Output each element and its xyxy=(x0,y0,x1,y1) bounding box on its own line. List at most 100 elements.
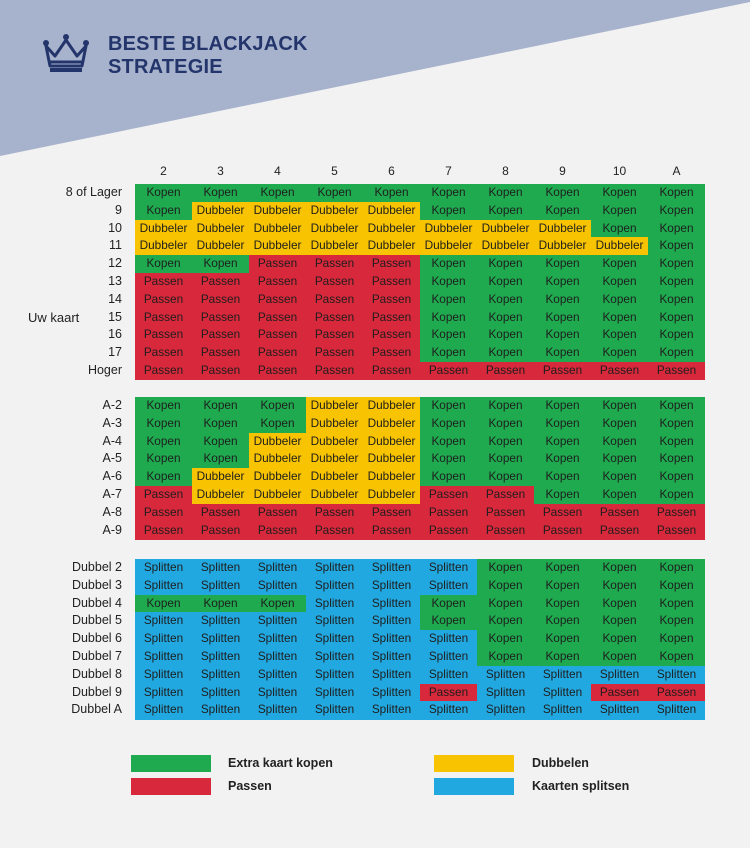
row-label: 11 xyxy=(109,238,122,253)
strategy-cell: Passen xyxy=(135,273,192,292)
strategy-cell: Kopen xyxy=(534,450,591,469)
row-label: Hoger xyxy=(87,363,122,377)
strategy-cell: Kopen xyxy=(192,184,249,203)
strategy-cell: Splitten xyxy=(591,701,648,720)
strategy-cell: Kopen xyxy=(648,255,705,274)
strategy-cell: Splitten xyxy=(363,648,420,667)
strategy-cell: Splitten xyxy=(249,701,306,720)
strategy-cell: Kopen xyxy=(477,273,534,292)
strategy-cell: Splitten xyxy=(135,683,192,702)
strategy-cell: Passen xyxy=(192,290,249,310)
column-header: 10 xyxy=(612,164,627,178)
column-header: 6 xyxy=(388,164,395,178)
strategy-cell: Splitten xyxy=(192,559,249,578)
strategy-cell: Kopen xyxy=(534,273,591,292)
strategy-cell: Splitten xyxy=(420,665,477,685)
strategy-cell: Splitten xyxy=(249,665,306,685)
strategy-cell: Splitten xyxy=(135,701,192,720)
strategy-cell: Splitten xyxy=(249,683,306,702)
row-label: A-5 xyxy=(102,451,122,466)
strategy-cell: Dubbeler xyxy=(363,486,420,505)
strategy-cell: Dubbeler xyxy=(192,486,249,505)
strategy-cell: Kopen xyxy=(477,432,534,451)
row-label: Dubbel 2 xyxy=(71,560,122,574)
strategy-cell: Passen xyxy=(534,503,591,523)
strategy-cell: Splitten xyxy=(135,576,192,596)
strategy-cell: Passen xyxy=(135,290,192,310)
strategy-cell: Dubbeler xyxy=(363,201,420,221)
strategy-cell: Kopen xyxy=(648,237,705,256)
strategy-cell: Kopen xyxy=(591,326,648,345)
strategy-cell: Splitten xyxy=(648,701,705,720)
strategy-cell: Splitten xyxy=(591,665,648,685)
strategy-cell: Kopen xyxy=(591,450,648,469)
strategy-cell: Dubbeler xyxy=(249,219,306,238)
strategy-cell: Kopen xyxy=(420,612,477,631)
strategy-cell: Kopen xyxy=(420,201,477,221)
strategy-cell: Dubbeler xyxy=(249,432,306,451)
strategy-cell: Passen xyxy=(192,308,249,327)
strategy-cell: Kopen xyxy=(192,414,249,434)
strategy-cell: Passen xyxy=(135,503,192,523)
strategy-cell: Dubbeler xyxy=(363,414,420,434)
strategy-cell: Dubbeler xyxy=(306,201,363,221)
strategy-cell: Splitten xyxy=(534,701,591,720)
strategy-cell: Dubbeler xyxy=(249,237,306,256)
strategy-cell: Passen xyxy=(249,290,306,310)
strategy-cell: Passen xyxy=(420,362,477,381)
strategy-cell: Dubbeler xyxy=(420,237,477,256)
strategy-cell: Passen xyxy=(363,290,420,310)
strategy-cell: Kopen xyxy=(534,594,591,613)
strategy-cell: Kopen xyxy=(477,612,534,631)
strategy-cell: Kopen xyxy=(648,344,705,363)
strategy-cell: Splitten xyxy=(306,594,363,613)
strategy-cell: Kopen xyxy=(534,290,591,310)
strategy-cell: Kopen xyxy=(591,576,648,596)
strategy-cell: Dubbeler xyxy=(363,219,420,238)
strategy-cell: Kopen xyxy=(591,219,648,238)
column-header: 5 xyxy=(331,164,338,178)
strategy-cell: Kopen xyxy=(591,184,648,203)
strategy-cell: Dubbeler xyxy=(363,237,420,256)
strategy-cell: Passen xyxy=(363,308,420,327)
strategy-cell: Splitten xyxy=(249,630,306,649)
strategy-cell: Dubbeler xyxy=(135,237,192,256)
strategy-cell: Kopen xyxy=(648,559,705,578)
strategy-cell: Kopen xyxy=(477,648,534,667)
strategy-cell: Splitten xyxy=(420,630,477,649)
row-label: Dubbel A xyxy=(71,702,122,717)
strategy-cell: Kopen xyxy=(420,344,477,363)
strategy-cell: Kopen xyxy=(648,630,705,649)
strategy-cell: Dubbeler xyxy=(420,219,477,238)
strategy-cell: Kopen xyxy=(591,559,648,578)
strategy-cell: Kopen xyxy=(477,344,534,363)
strategy-cell: Passen xyxy=(192,521,249,540)
strategy-cell: Dubbeler xyxy=(306,468,363,487)
strategy-cell: Splitten xyxy=(192,665,249,685)
strategy-cell: Passen xyxy=(534,521,591,540)
strategy-cell: Kopen xyxy=(534,648,591,667)
strategy-cell: Kopen xyxy=(477,594,534,613)
strategy-cell: Passen xyxy=(363,503,420,523)
strategy-cell: Passen xyxy=(648,362,705,381)
strategy-cell: Dubbeler xyxy=(306,432,363,451)
strategy-cell: Dubbeler xyxy=(534,219,591,238)
row-label: 14 xyxy=(108,291,122,306)
strategy-cell: Kopen xyxy=(591,255,648,274)
strategy-cell: Passen xyxy=(591,683,648,702)
strategy-cell: Kopen xyxy=(648,201,705,221)
strategy-cell: Passen xyxy=(591,503,648,523)
row-label: 17 xyxy=(108,345,122,360)
strategy-cell: Kopen xyxy=(534,486,591,505)
strategy-cell: Dubbeler xyxy=(306,486,363,505)
strategy-cell: Kopen xyxy=(591,630,648,649)
strategy-cell: Kopen xyxy=(591,273,648,292)
strategy-cell: Dubbeler xyxy=(534,237,591,256)
strategy-cell: Passen xyxy=(306,290,363,310)
strategy-cell: Splitten xyxy=(306,559,363,578)
strategy-cell: Splitten xyxy=(306,701,363,720)
strategy-cell: Kopen xyxy=(135,201,192,221)
strategy-cell: Kopen xyxy=(648,468,705,487)
strategy-cell: Splitten xyxy=(363,683,420,702)
strategy-cell: Kopen xyxy=(249,397,306,416)
